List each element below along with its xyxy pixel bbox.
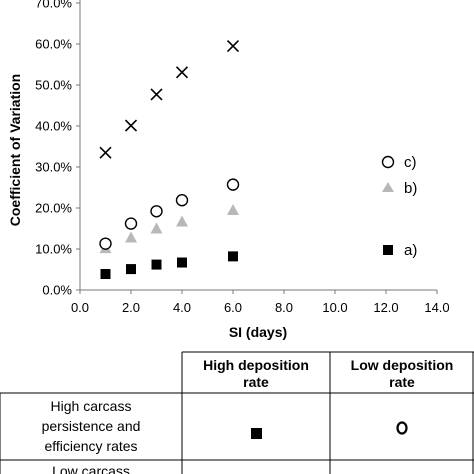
col-header-low-line1: Low deposition (351, 357, 454, 373)
data-point-x (150, 88, 163, 101)
x-tick-label: 8.0 (275, 300, 293, 315)
data-point-c (99, 237, 112, 250)
y-tick-label: 60.0% (35, 37, 72, 52)
data-point-a (126, 264, 136, 275)
y-tick-label: 50.0% (35, 78, 72, 93)
x-tick-label: 0.0 (71, 300, 89, 315)
data-point-x (226, 39, 240, 53)
x-tick-label: 10.0 (322, 300, 347, 315)
table-cell-circle-marker (396, 421, 408, 435)
data-point-a (100, 269, 111, 280)
x-axis-title: SI (days) (229, 324, 287, 340)
data-point-x (99, 146, 112, 159)
y-tick-label: 40.0% (35, 119, 72, 134)
legend-label-b: b) (404, 180, 417, 197)
row-label-line2: persistence and (42, 418, 141, 434)
data-point-a (228, 251, 238, 262)
legend-label-a: a) (404, 242, 417, 259)
x-tick-label: 6.0 (224, 300, 242, 315)
data-point-c (150, 205, 163, 218)
data-point-c (175, 194, 189, 207)
data-point-x (175, 66, 189, 79)
data-marks (99, 39, 240, 280)
data-point-b (150, 222, 163, 234)
data-point-b (176, 215, 188, 227)
y-tick-label: 30.0% (35, 160, 72, 175)
x-tick-label: 12.0 (373, 300, 398, 315)
legend-table (0, 351, 474, 474)
data-point-c (226, 178, 240, 191)
data-point-a (151, 259, 162, 270)
legend: c) b) a) (381, 154, 417, 259)
y-tick-label: 70.0% (35, 0, 72, 11)
row2-label-line1: Low carcass (52, 463, 130, 474)
legend-marker-b (382, 182, 394, 192)
y-tick-label: 10.0% (35, 242, 72, 257)
x-tick-label: 14.0 (424, 300, 449, 315)
x-tick-group: 0.0 2.0 4.0 6.0 8.0 10.0 12.0 14.0 (71, 290, 450, 315)
row-label-line1: High carcass (51, 398, 132, 414)
y-tick-group: 0.0% 10.0% 20.0% 30.0% 40.0% 50.0% 60.0% 70.0% (35, 0, 80, 298)
legend-marker-c (381, 155, 395, 169)
table-cell-square-marker (251, 428, 262, 439)
data-point-b (227, 204, 239, 216)
legend-marker-a (383, 245, 393, 255)
data-point-c (124, 217, 138, 230)
col-header-high-line2: rate (243, 374, 269, 390)
legend-label-c: c) (404, 154, 417, 171)
y-axis-title: Coefficient of Variation (7, 74, 23, 226)
col-header-low-line2: rate (389, 374, 415, 390)
col-header-high-line1: High deposition (203, 357, 309, 373)
x-tick-label: 4.0 (173, 300, 191, 315)
data-point-x (124, 119, 138, 132)
row-label-line3: efficiency rates (44, 438, 137, 454)
x-tick-label: 2.0 (122, 300, 140, 315)
data-point-b (125, 231, 137, 243)
data-point-a (177, 257, 187, 268)
y-tick-label: 20.0% (35, 201, 72, 216)
y-tick-label: 0.0% (42, 283, 72, 298)
